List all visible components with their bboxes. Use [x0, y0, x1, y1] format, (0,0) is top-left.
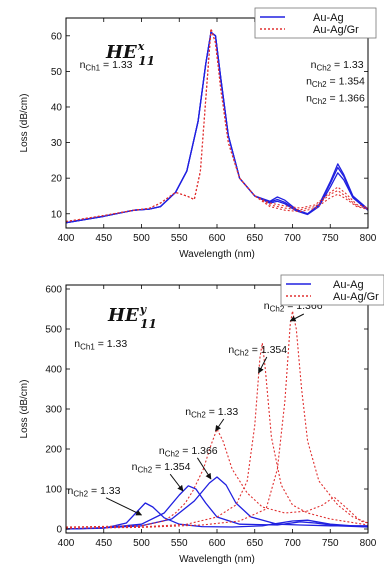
x-tick-label: 700 — [284, 233, 301, 244]
chart-panel-2: 400 450 500 550 600 650 700 750 800 0 100 200 300 400… — [19, 274, 384, 565]
y-tick-label: 300 — [45, 405, 62, 416]
x-axis-label: Wavelength (nm) — [179, 249, 255, 260]
annotation-arrow — [215, 418, 225, 432]
annotation-arrow — [258, 356, 268, 374]
annotation-arrow — [169, 473, 184, 492]
x-tick-label: 500 — [133, 538, 150, 549]
y-tick-label: 600 — [45, 285, 62, 296]
x-tick-label: 550 — [171, 233, 188, 244]
x-tick-label: 750 — [322, 233, 339, 244]
x-tick-label: 500 — [133, 233, 150, 244]
y-tick-label: 50 — [51, 67, 63, 78]
y-tick-label: 500 — [45, 325, 62, 336]
x-axis-label: Wavelength (nm) — [179, 554, 255, 565]
y-tick-label: 30 — [51, 138, 63, 149]
x-tick-label: 400 — [58, 233, 75, 244]
annotation-label: nCh1 = 1.33 — [80, 59, 133, 73]
annotation-label: nCh2 = 1.354 — [132, 461, 191, 475]
mode-heading: HEy 11 — [107, 303, 157, 331]
series-line-au-ag-2 — [66, 485, 368, 530]
series-group — [66, 28, 368, 224]
y-tick-label: 100 — [45, 485, 62, 496]
annotation-label: nCh2 = 1.366 — [306, 92, 365, 106]
x-tick-label: 400 — [58, 538, 75, 549]
legend-label: Au-Ag — [333, 279, 364, 291]
legend-box — [254, 7, 377, 39]
x-tick-label: 450 — [95, 538, 112, 549]
annotation-label: nCh2 = 1.33 — [311, 59, 364, 73]
x-tick-label: 700 — [284, 538, 301, 549]
legend-box — [280, 274, 384, 306]
x-tick-label: 800 — [360, 538, 377, 549]
annotation-label: nCh2 = 1.33 — [185, 406, 238, 420]
mode-heading: HEx 11 — [105, 40, 155, 68]
annotation-label: nCh1 = 1.33 — [74, 338, 127, 352]
y-axis-label: Loss (dB/cm) — [19, 380, 30, 439]
chart-panel-1: 400 450 500 550 600 650 700 750 800 10 20 30 40 50 60 W… — [19, 7, 377, 260]
legend-label: Au-Ag — [313, 12, 344, 24]
annotation-label: nCh2 = 1.366 — [159, 445, 218, 459]
x-tick-label: 750 — [322, 538, 339, 549]
y-axis-label: Loss (dB/cm) — [19, 94, 30, 153]
y-tick-label: 20 — [51, 174, 63, 185]
x-tick-label: 650 — [246, 233, 263, 244]
series-line-au-ag-gr-6 — [66, 28, 368, 223]
x-tick-label: 650 — [246, 538, 263, 549]
x-tick-label: 600 — [209, 538, 226, 549]
y-tick-label: 0 — [56, 525, 62, 536]
annotation-arrow — [196, 457, 212, 480]
x-tick-label: 800 — [360, 233, 377, 244]
annotation-label: nCh2 = 1.354 — [306, 76, 365, 90]
legend-label: Au-Ag/Gr — [333, 291, 379, 303]
y-tick-label: 400 — [45, 365, 62, 376]
y-tick-label: 200 — [45, 445, 62, 456]
annotation-arrow — [289, 313, 305, 322]
annotation-arrow — [105, 497, 143, 516]
series-line-au-ag-gr-5 — [66, 342, 368, 529]
series-line-au-ag-gr-4 — [66, 428, 368, 528]
x-tick-label: 600 — [209, 233, 226, 244]
legend-label: Au-Ag/Gr — [313, 24, 359, 36]
x-tick-label: 450 — [95, 233, 112, 244]
annotation-label: nCh2 = 1.33 — [68, 485, 121, 499]
series-line-au-ag-3 — [66, 31, 368, 224]
y-tick-label: 40 — [51, 102, 63, 113]
x-tick-label: 550 — [171, 538, 188, 549]
y-tick-label: 10 — [51, 209, 63, 220]
annotation-label: nCh2 = 1.354 — [228, 344, 287, 358]
y-tick-label: 60 — [51, 31, 63, 42]
